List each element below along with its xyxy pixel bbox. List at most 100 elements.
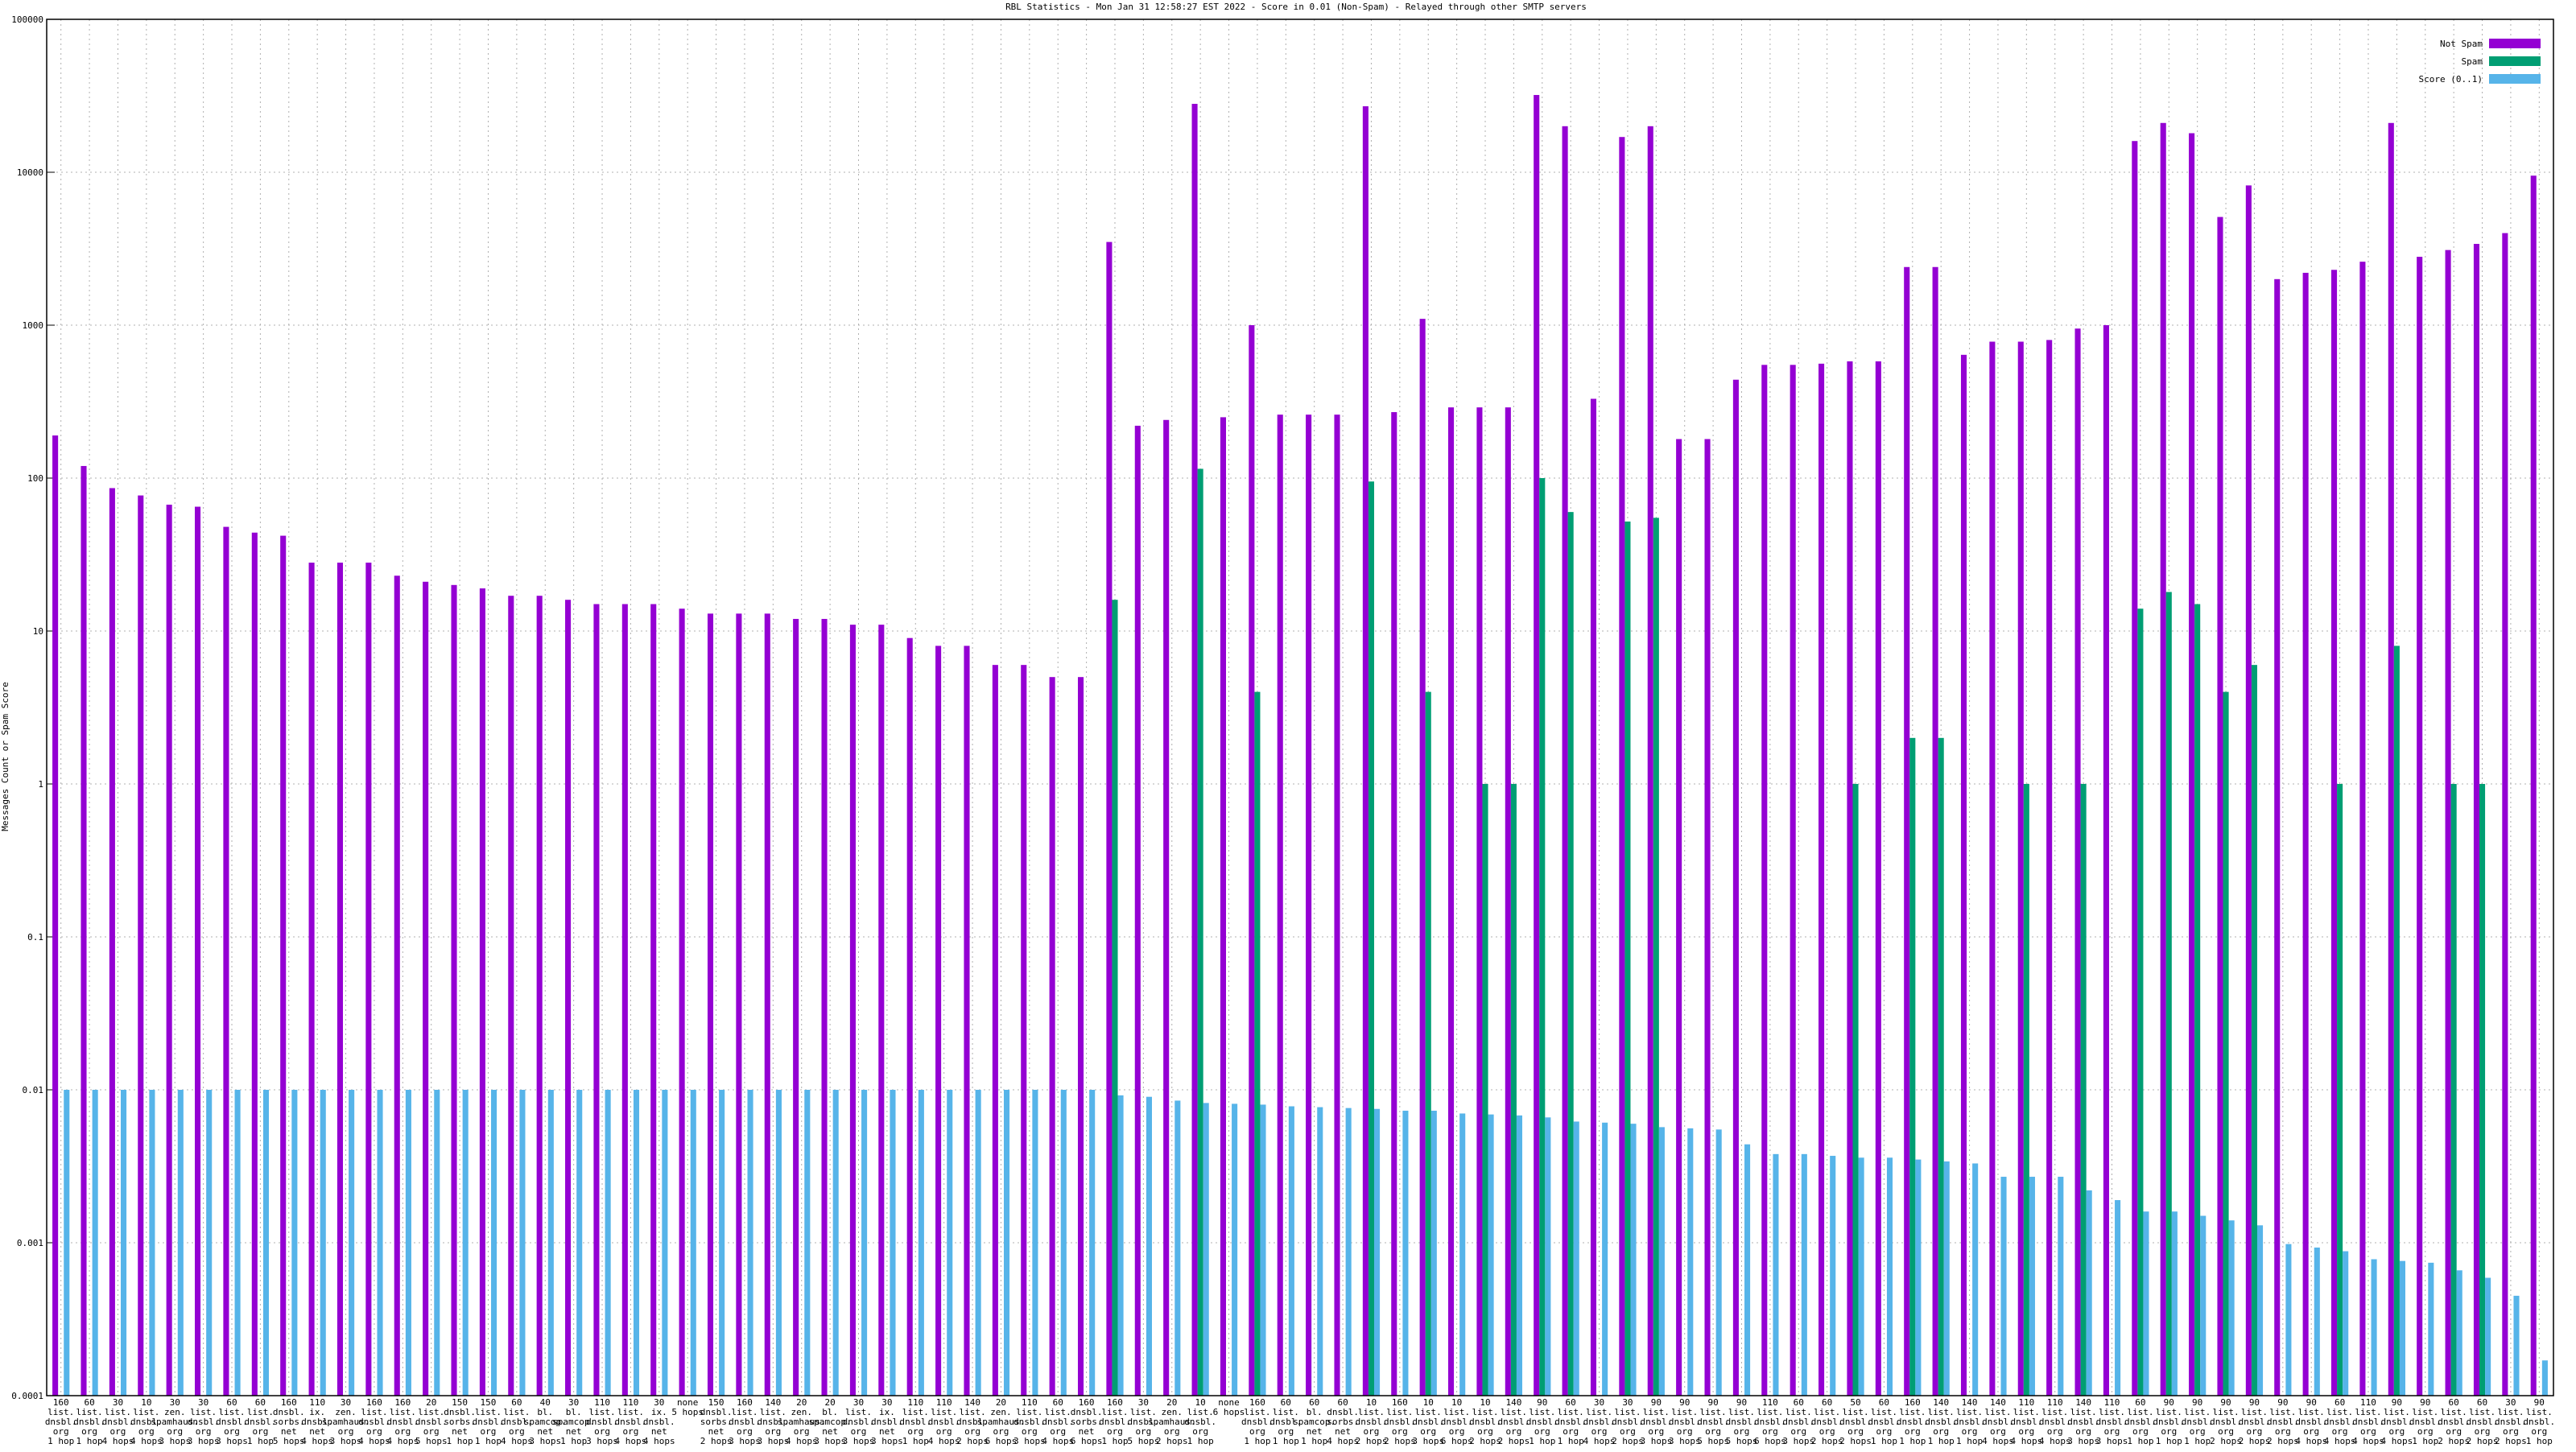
bar <box>1909 737 1916 1396</box>
bar <box>2171 1211 2178 1396</box>
bar <box>1134 425 1141 1396</box>
x-tick-label: 90 list. dnsbl. org 1 hop <box>2523 1397 2555 1446</box>
x-tick-label: 150 dnsbl. sorbs. net 1 hop <box>444 1397 476 1446</box>
bar <box>109 488 115 1396</box>
bar <box>764 613 770 1396</box>
bar <box>1197 468 1203 1396</box>
x-tick-label: 30 zen. spamhaus. org 3 hops <box>151 1397 199 1446</box>
bar <box>2223 691 2229 1396</box>
legend-swatch <box>2489 74 2541 84</box>
bar <box>1317 1107 1323 1396</box>
bar <box>1249 325 1255 1396</box>
plot-frame <box>46 19 2554 1396</box>
bar <box>138 495 144 1396</box>
bar <box>719 1090 725 1396</box>
bar <box>2274 278 2281 1396</box>
x-tick-label: 90 list. dnsbl. org 1 hop <box>2153 1397 2185 1446</box>
bar <box>2388 122 2394 1396</box>
bar <box>434 1090 440 1396</box>
bar <box>1960 354 1967 1396</box>
x-tick-label: 110 list. dnsbl. org 4 hops <box>928 1397 960 1446</box>
x-tick-label: 30 list. dnsbl. org 2 hops <box>2495 1397 2527 1446</box>
x-tick-label: 60 list. dnsbl. org 4 hops <box>501 1397 533 1446</box>
bar <box>690 1090 696 1396</box>
bar <box>2017 341 2024 1396</box>
bar <box>775 1090 782 1396</box>
bar <box>1060 1090 1067 1396</box>
x-tick-label: 30 ix. dnsbl. net 3 hops <box>871 1397 903 1446</box>
bar <box>64 1090 70 1396</box>
x-tick-label: 30 list. dnsbl. org 4 hops <box>102 1397 134 1446</box>
y-tick-label: 0.0001 <box>11 1391 43 1401</box>
x-tick-label: 60 list. dnsbl. org 3 hops <box>1782 1397 1814 1446</box>
bar <box>121 1090 127 1396</box>
bar <box>821 618 828 1396</box>
x-tick-label: 60 bl. spamcop. net 1 hop <box>1293 1397 1335 1446</box>
bar <box>1624 521 1631 1396</box>
x-tick-label: 160 dnsbl. sorbs. net 6 hops <box>1071 1397 1103 1446</box>
bar <box>2023 784 2029 1396</box>
bar <box>878 625 885 1396</box>
legend-swatch <box>2489 56 2541 66</box>
x-tick-label: 90 list. dnsbl. org 1 hop <box>2182 1397 2214 1446</box>
bar <box>206 1090 213 1396</box>
bar <box>1573 1121 1579 1396</box>
bar <box>1391 412 1397 1396</box>
bar <box>861 1090 868 1396</box>
bar <box>291 1090 298 1396</box>
bar <box>1482 784 1488 1396</box>
bar <box>1830 1156 1836 1396</box>
bar <box>804 1090 811 1396</box>
bar <box>1077 677 1084 1396</box>
bar <box>195 506 201 1396</box>
bar <box>1761 365 1768 1396</box>
bar <box>1562 126 1568 1396</box>
legend-label: Not Spam <box>2440 39 2483 49</box>
x-tick-label: 140 list. dnsbl. org 3 hops <box>2067 1397 2099 1446</box>
x-tick-label: 60 list. dnsbl. org 2 hops <box>2467 1397 2499 1446</box>
x-tick-label: 90 list. dnsbl. org 3 hops <box>1640 1397 1672 1446</box>
bar <box>2029 1177 2035 1396</box>
y-tick-label: 10 <box>33 626 43 637</box>
y-axis-label: Messages Count or Spam Score <box>0 682 10 831</box>
bar <box>2445 250 2451 1396</box>
x-tick-label: 90 list. dnsbl. org 5 hops <box>1697 1397 1729 1446</box>
bar <box>2428 1262 2434 1396</box>
bar <box>2393 646 2400 1396</box>
bar <box>1630 1124 1637 1396</box>
bar <box>918 1090 924 1396</box>
bar <box>1715 1129 1722 1396</box>
bar <box>2417 257 2423 1396</box>
bar <box>1117 1095 1124 1396</box>
bar <box>1203 1103 1209 1396</box>
bar <box>2160 122 2166 1396</box>
bar <box>52 435 59 1396</box>
bar <box>1773 1153 1779 1396</box>
bar <box>1732 379 1739 1396</box>
x-tick-label: 110 list. dnsbl. org 1 hop <box>899 1397 931 1446</box>
x-tick-label: 50 list. dnsbl. org 2 hops <box>1839 1397 1872 1446</box>
bar <box>1989 341 1996 1396</box>
bar <box>92 1090 98 1396</box>
x-tick-label: 160 list. dnsbl. org 1 hop <box>1241 1397 1274 1446</box>
bar <box>1306 415 1312 1396</box>
x-tick-label: 110 list. dnsbl. org 4 hops <box>2039 1397 2071 1446</box>
bar <box>1476 407 1483 1396</box>
bar <box>2217 217 2223 1396</box>
bar <box>1106 241 1113 1396</box>
bar <box>2046 340 2053 1396</box>
bar <box>1362 106 1368 1396</box>
bar <box>2256 1225 2264 1396</box>
bar <box>1049 677 1055 1396</box>
bar <box>975 1090 981 1396</box>
bar <box>707 613 714 1396</box>
bar <box>1425 691 1431 1396</box>
bar <box>394 575 400 1396</box>
bar <box>679 608 685 1396</box>
y-tick-label: 0.1 <box>27 932 43 943</box>
bar <box>349 1090 355 1396</box>
x-tick-label: 110 ix. dnsbl. net 4 hops <box>301 1397 333 1446</box>
bar <box>1345 1108 1352 1396</box>
bar <box>2200 1215 2207 1396</box>
